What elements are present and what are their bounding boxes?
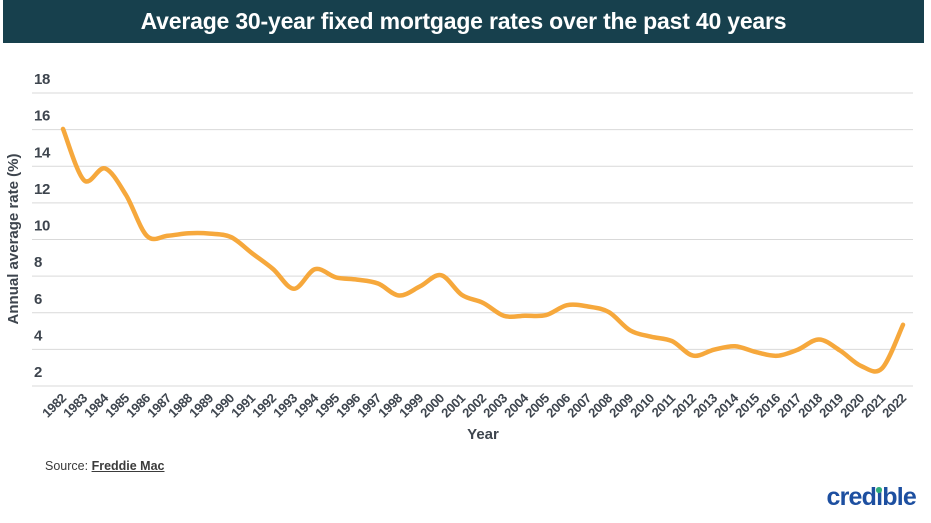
gridlines — [32, 92, 913, 387]
source-label: Source: — [45, 459, 92, 473]
credible-logo: credı ble — [826, 483, 917, 512]
y-tick-label: 12 — [34, 181, 50, 198]
y-axis-title: Annual average rate (%) — [5, 154, 22, 325]
y-tick-label: 8 — [34, 254, 42, 271]
x-axis-title: Year — [467, 426, 499, 443]
y-tick-label: 2 — [34, 364, 42, 381]
rate-line-series — [60, 126, 906, 374]
y-tick-label: 6 — [34, 291, 42, 308]
chart-title: Average 30-year fixed mortgage rates ove… — [140, 8, 787, 34]
y-tick-label: 14 — [34, 144, 51, 161]
source-link-freddie-mac[interactable]: Freddie Mac — [91, 459, 165, 473]
chart-title-banner: Average 30-year fixed mortgage rates ove… — [3, 0, 924, 43]
x-tick-label: 2022 — [879, 390, 909, 420]
source-note: Source: Freddie Mac — [45, 459, 165, 473]
y-tick-label: 16 — [34, 108, 50, 125]
logo-text-start: cred — [826, 483, 877, 511]
y-tick-label: 18 — [34, 71, 50, 88]
y-axis-tick-labels: 2 4 6 8 10 12 14 16 18 — [34, 71, 51, 381]
x-axis-tick-labels: 1982198319841985198619871988198919901991… — [39, 390, 909, 421]
y-tick-label: 4 — [34, 327, 43, 344]
logo-letter-i: ı — [876, 483, 883, 511]
y-tick-label: 10 — [34, 218, 50, 235]
logo-text-end: ble — [882, 483, 917, 511]
logo-i-dot-icon — [876, 487, 882, 493]
